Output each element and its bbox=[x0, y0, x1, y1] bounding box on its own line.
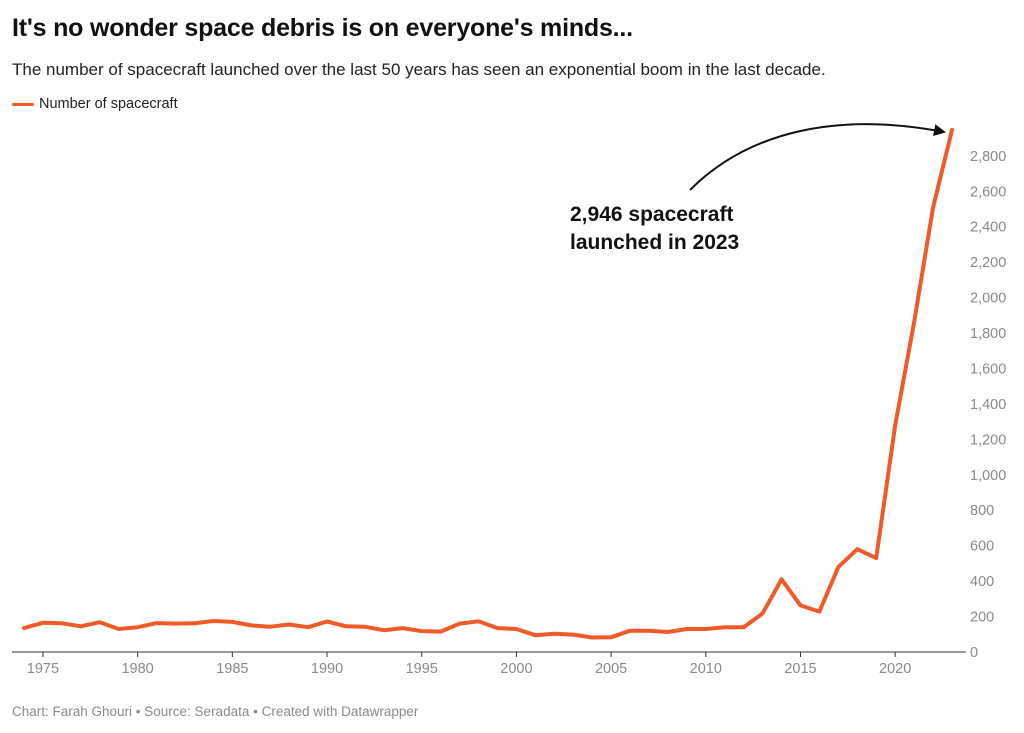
chart-title: It's no wonder space debris is on everyo… bbox=[12, 14, 633, 42]
y-tick-label: 1,400 bbox=[970, 397, 1006, 413]
data-point-1984 bbox=[211, 619, 215, 623]
data-point-1982 bbox=[174, 622, 178, 626]
data-point-2022 bbox=[931, 205, 935, 209]
legend-swatch bbox=[12, 102, 34, 106]
y-tick-label: 2,600 bbox=[970, 184, 1006, 200]
data-point-1994 bbox=[401, 626, 405, 630]
data-point-2021 bbox=[912, 320, 916, 324]
y-axis: 0 200 400 600 800 1,000 1,200 1,400 1,600 1,800 2,… bbox=[970, 149, 1006, 661]
data-point-1976 bbox=[60, 621, 64, 625]
chart-subtitle: The number of spacecraft launched over t… bbox=[12, 60, 826, 79]
data-point-2004 bbox=[590, 636, 594, 640]
data-point-1978 bbox=[98, 620, 102, 624]
x-tick-label: 2005 bbox=[595, 661, 627, 677]
data-point-2012 bbox=[742, 625, 746, 629]
data-point-2001 bbox=[533, 633, 537, 637]
y-tick-label: 800 bbox=[970, 503, 994, 519]
data-point-1990 bbox=[325, 620, 329, 624]
data-point-2009 bbox=[685, 627, 689, 631]
y-tick-label: 400 bbox=[970, 574, 994, 590]
data-point-1979 bbox=[117, 627, 121, 631]
data-point-2005 bbox=[609, 635, 613, 639]
y-tick-label: 0 bbox=[970, 645, 978, 661]
y-tick-label: 2,000 bbox=[970, 291, 1006, 307]
data-point-1974 bbox=[22, 626, 26, 630]
y-tick-label: 600 bbox=[970, 539, 994, 555]
y-tick-label: 1,200 bbox=[970, 432, 1006, 448]
y-tick-label: 1,000 bbox=[970, 468, 1006, 484]
data-point-1999 bbox=[496, 626, 500, 630]
data-point-1998 bbox=[477, 619, 481, 623]
data-point-1991 bbox=[344, 624, 348, 628]
data-point-1986 bbox=[249, 623, 253, 627]
data-point-1980 bbox=[136, 625, 140, 629]
data-point-1993 bbox=[382, 628, 386, 632]
y-tick-label: 1,800 bbox=[970, 326, 1006, 342]
y-tick-label: 2,800 bbox=[970, 149, 1006, 165]
data-point-1988 bbox=[287, 623, 291, 627]
y-tick-label: 200 bbox=[970, 610, 994, 626]
data-point-2015 bbox=[799, 603, 803, 607]
x-tick-label: 2020 bbox=[879, 661, 911, 677]
data-point-2008 bbox=[666, 630, 670, 634]
x-tick-label: 1990 bbox=[311, 661, 343, 677]
data-point-1975 bbox=[41, 621, 45, 625]
data-point-1995 bbox=[420, 629, 424, 633]
data-point-2020 bbox=[893, 423, 897, 427]
x-tick-label: 1980 bbox=[121, 661, 153, 677]
x-tick-label: 2015 bbox=[784, 661, 816, 677]
data-point-2006 bbox=[628, 629, 632, 633]
data-points bbox=[22, 128, 954, 640]
data-point-1992 bbox=[363, 625, 367, 629]
data-point-1997 bbox=[458, 622, 462, 626]
data-point-1985 bbox=[230, 620, 234, 624]
data-point-2023 bbox=[950, 128, 954, 132]
data-point-1989 bbox=[306, 625, 310, 629]
data-point-2011 bbox=[723, 625, 727, 629]
data-point-2007 bbox=[647, 629, 651, 633]
annotation-text-line2: launched in 2023 bbox=[570, 231, 739, 254]
footer-credits: Chart: Farah Ghouri • Source: Seradata •… bbox=[12, 704, 419, 719]
data-point-1977 bbox=[79, 624, 83, 628]
data-point-1996 bbox=[439, 630, 443, 634]
x-tick-label: 1995 bbox=[406, 661, 438, 677]
data-point-2019 bbox=[874, 556, 878, 560]
y-tick-label: 2,200 bbox=[970, 255, 1006, 271]
data-point-2003 bbox=[571, 633, 575, 637]
data-point-2017 bbox=[836, 565, 840, 569]
data-point-2002 bbox=[552, 632, 556, 636]
data-point-2000 bbox=[514, 627, 518, 631]
legend-label: Number of spacecraft bbox=[39, 96, 178, 112]
data-point-2013 bbox=[761, 611, 765, 615]
x-tick-label: 1975 bbox=[27, 661, 59, 677]
data-point-2014 bbox=[780, 577, 784, 581]
x-axis: 1975 1980 1985 1990 1995 2000 2005 2010 2015 2020 bbox=[27, 652, 911, 677]
series-line-number-of-spacecraft bbox=[22, 128, 954, 640]
y-tick-label: 2,400 bbox=[970, 220, 1006, 236]
data-point-1983 bbox=[192, 621, 196, 625]
x-tick-label: 2010 bbox=[690, 661, 722, 677]
data-point-1987 bbox=[268, 625, 272, 629]
annotation-arrow bbox=[689, 123, 946, 191]
y-tick-label: 1,600 bbox=[970, 361, 1006, 377]
data-point-1981 bbox=[155, 621, 159, 625]
data-point-2010 bbox=[704, 627, 708, 631]
data-point-2018 bbox=[855, 547, 859, 551]
x-tick-label: 2000 bbox=[500, 661, 532, 677]
legend: Number of spacecraft bbox=[12, 96, 178, 112]
x-tick-label: 1985 bbox=[216, 661, 248, 677]
data-point-2016 bbox=[817, 610, 821, 614]
annotation-text-line1: 2,946 spacecraft bbox=[570, 203, 733, 226]
